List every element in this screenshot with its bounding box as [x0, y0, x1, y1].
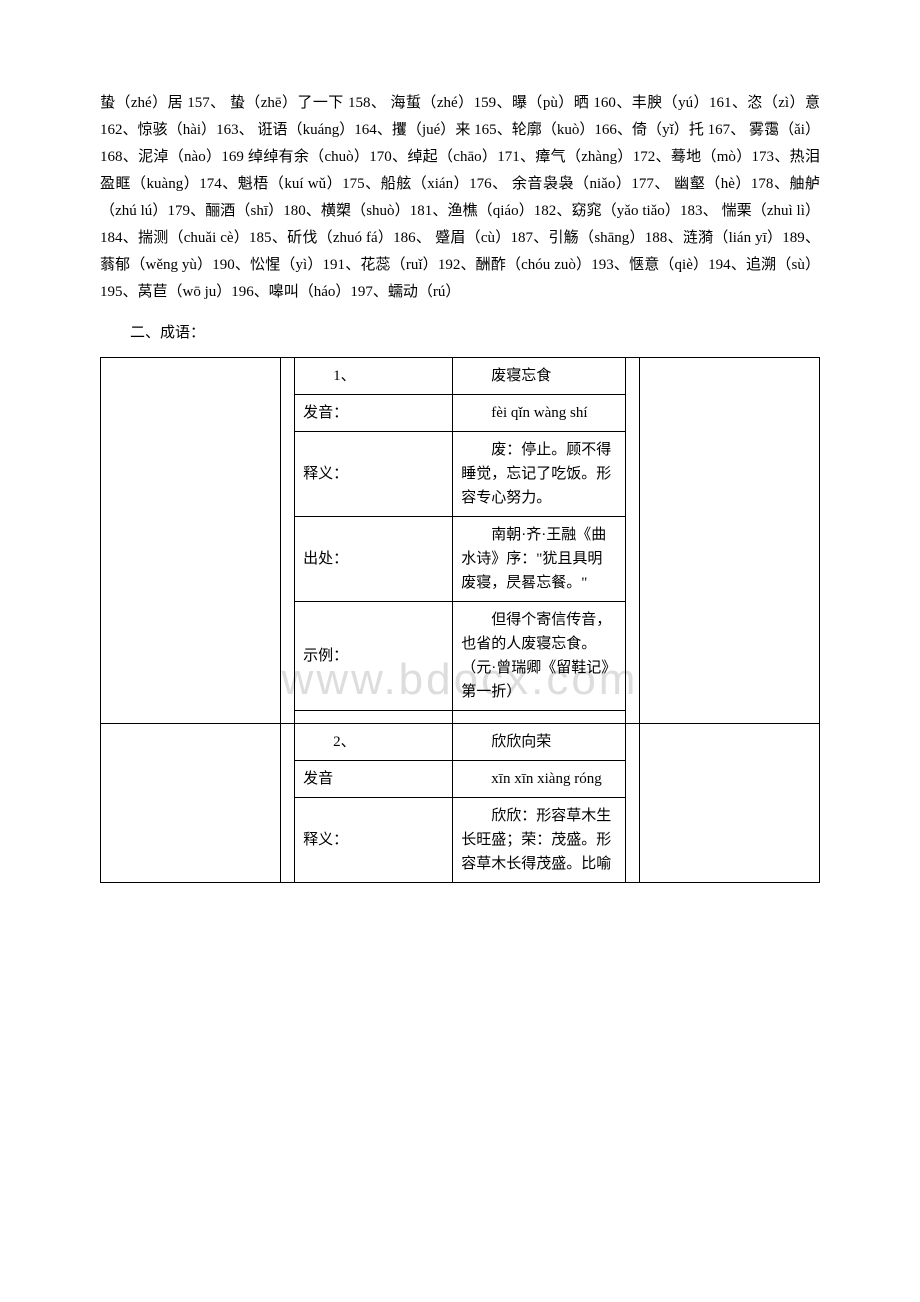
- table-row: 1、 废寝忘食: [101, 358, 820, 395]
- cell-name: 废寝忘食: [453, 358, 626, 395]
- cell-label: 发音: [295, 761, 453, 798]
- cell-value: 南朝·齐·王融《曲水诗》序："犹且具明废寝，昃晷忘餐。": [453, 517, 626, 602]
- cell-num: 2、: [295, 724, 453, 761]
- cell-empty: [295, 711, 453, 724]
- cell-gap: [625, 724, 639, 883]
- pinyin-paragraph: 蛰（zhé）居 157、 蛰（zhē）了一下 158、 海蜇（zhé）159、曝…: [100, 90, 820, 306]
- idioms-table: 1、 废寝忘食 发音： fèi qǐn wàng shí 释义： 废：停止。顾不…: [100, 357, 820, 883]
- cell-name: 欣欣向荣: [453, 724, 626, 761]
- cell-gap: [280, 724, 294, 883]
- cell-value: 但得个寄信传音，也省的人废寝忘食。（元·曾瑞卿《留鞋记》第一折）: [453, 602, 626, 711]
- section-title: 二、成语：: [100, 320, 820, 347]
- cell-gap: [280, 358, 294, 724]
- cell-value: 废：停止。顾不得睡觉，忘记了吃饭。形容专心努力。: [453, 432, 626, 517]
- cell-gap: [625, 358, 639, 724]
- cell-num: 1、: [295, 358, 453, 395]
- cell-label: 释义：: [295, 432, 453, 517]
- cell-label: 示例：: [295, 602, 453, 711]
- cell-label: 出处：: [295, 517, 453, 602]
- table-row: 2、 欣欣向荣: [101, 724, 820, 761]
- cell-left: [101, 724, 281, 883]
- cell-empty: [453, 711, 626, 724]
- cell-value: xīn xīn xiàng róng: [453, 761, 626, 798]
- cell-value: 欣欣：形容草木生长旺盛；荣：茂盛。形容草木长得茂盛。比喻: [453, 798, 626, 883]
- cell-label: 发音：: [295, 395, 453, 432]
- cell-left: [101, 358, 281, 724]
- cell-value: fèi qǐn wàng shí: [453, 395, 626, 432]
- cell-right: [640, 724, 820, 883]
- cell-right: [640, 358, 820, 724]
- cell-label: 释义：: [295, 798, 453, 883]
